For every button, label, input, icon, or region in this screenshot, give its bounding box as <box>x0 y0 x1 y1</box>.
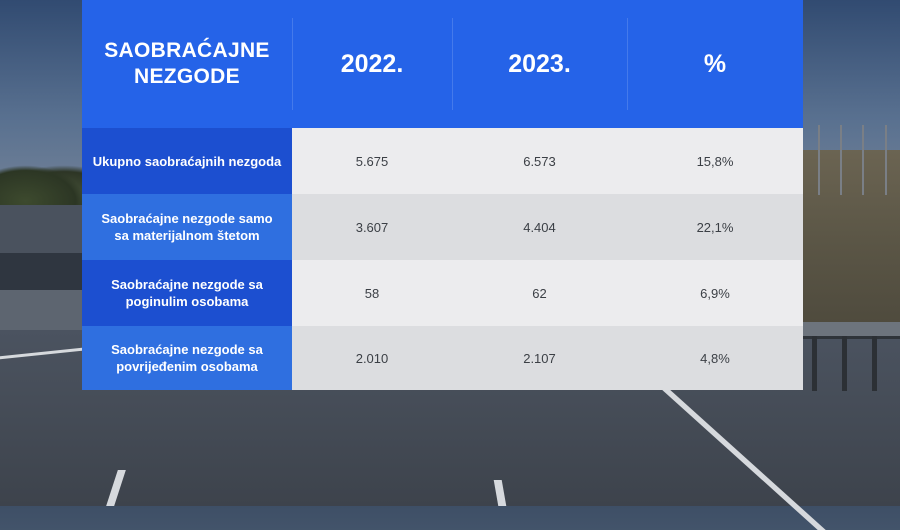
row-label-line1: Ukupno saobraćajnih nezgoda <box>92 153 282 169</box>
cell-2022: 58 <box>364 285 380 301</box>
cell-2023: 2.107 <box>523 350 556 366</box>
guardrail-post <box>812 336 817 391</box>
row-label: Saobraćajne nezgode samo sa materijalnom… <box>82 194 292 260</box>
cell-2022: 2.010 <box>355 350 389 366</box>
background-barrier-wall <box>0 290 85 330</box>
background-underpass <box>0 253 85 293</box>
row-values: 3.607 4.404 22,1% <box>292 194 803 260</box>
row-values: 2.010 2.107 4,8% <box>292 326 803 390</box>
cell-percent: 6,9% <box>700 285 730 301</box>
table-row: Saobraćajne nezgode sa povrijeđenim osob… <box>82 326 803 390</box>
guardrail-post <box>872 336 877 391</box>
row-label: Saobraćajne nezgode sa povrijeđenim osob… <box>82 326 292 390</box>
cell-2023: 6.573 <box>523 153 556 169</box>
header-divider <box>452 18 453 110</box>
cell-2022: 3.607 <box>355 219 389 235</box>
row-label-line1: Saobraćajne nezgode samo <box>101 211 273 226</box>
header-title-line1: SAOBRAĆAJNE <box>104 39 270 62</box>
row-label-line1: Saobraćajne nezgode sa <box>111 277 263 292</box>
header-2022: 2022. <box>340 49 404 78</box>
row-label-line1: Saobraćajne nezgode sa <box>111 342 263 357</box>
table-header-row: SAOBRAĆAJNE NEZGODE 2022. 2023. % <box>82 0 803 128</box>
fence-post <box>840 125 842 195</box>
background-overpass <box>0 205 85 253</box>
cell-2023: 4.404 <box>523 219 556 235</box>
table-row: Ukupno saobraćajnih nezgoda 5.675 6.573 … <box>82 128 803 194</box>
header-title-line2: NEZGODE <box>134 65 240 88</box>
header-divider <box>627 18 628 110</box>
cell-percent: 22,1% <box>696 219 734 235</box>
fence-post <box>862 125 864 195</box>
header-divider <box>292 18 293 110</box>
row-label-line2: sa materijalnom štetom <box>114 228 260 243</box>
row-values: 58 62 6,9% <box>292 260 803 326</box>
background-guardrail <box>803 322 900 339</box>
header-percent: % <box>703 49 727 78</box>
row-label-line2: poginulim osobama <box>125 294 249 309</box>
row-values: 5.675 6.573 15,8% <box>292 128 803 194</box>
header-2023: 2023. <box>508 49 571 78</box>
background-hillside <box>800 150 900 330</box>
cell-percent: 15,8% <box>696 153 734 169</box>
row-label: Ukupno saobraćajnih nezgoda <box>82 128 292 194</box>
table-row: Saobraćajne nezgode sa poginulim osobama… <box>82 260 803 326</box>
guardrail-post <box>842 336 847 391</box>
cell-percent: 4,8% <box>700 350 730 366</box>
fence-post <box>818 125 820 195</box>
header-title: SAOBRAĆAJNE NEZGODE <box>82 18 292 110</box>
fence-post <box>885 125 887 195</box>
row-label: Saobraćajne nezgode sa poginulim osobama <box>82 260 292 326</box>
table-row: Saobraćajne nezgode samo sa materijalnom… <box>82 194 803 260</box>
accident-statistics-table: SAOBRAĆAJNE NEZGODE 2022. 2023. % Ukupno… <box>82 0 803 390</box>
cell-2023: 62 <box>532 285 547 301</box>
cell-2022: 5.675 <box>355 153 389 169</box>
row-label-line2: povrijeđenim osobama <box>116 359 258 374</box>
